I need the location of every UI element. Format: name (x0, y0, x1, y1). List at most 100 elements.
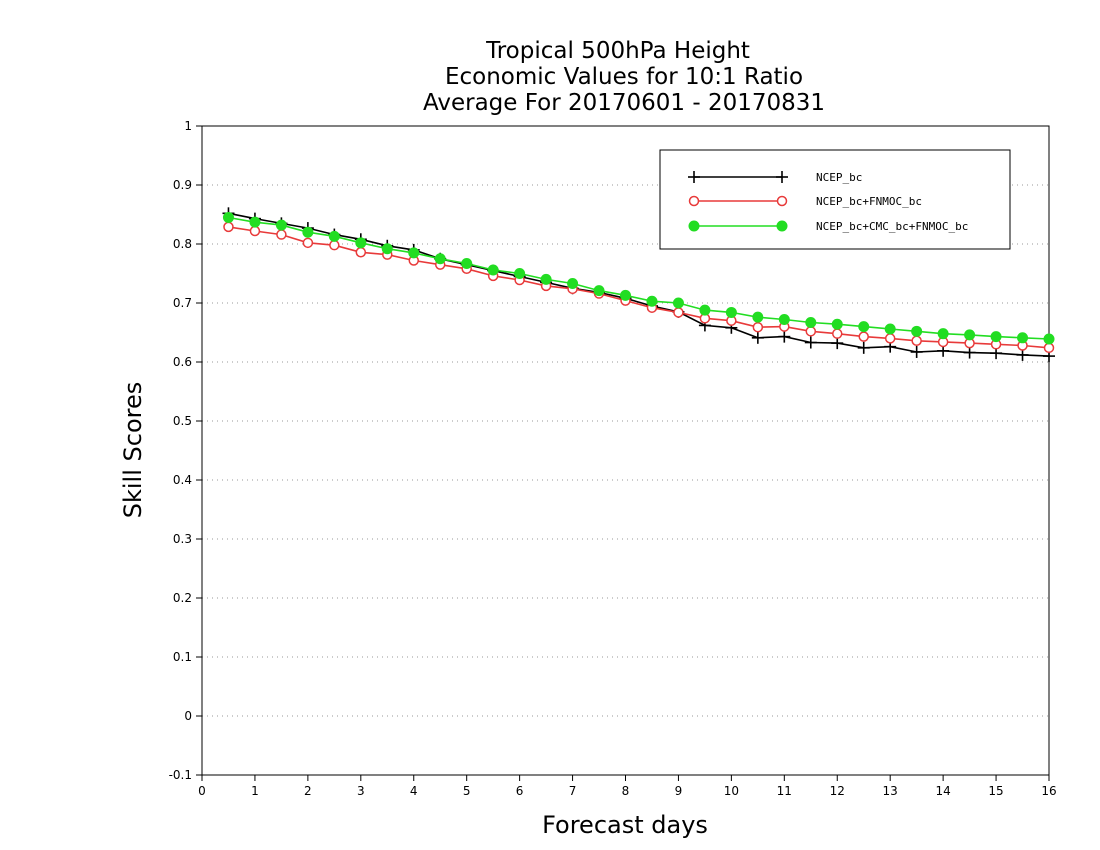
data-point-filled-circle (805, 316, 817, 328)
data-point-filled-circle (275, 219, 287, 231)
data-point-filled-circle (461, 257, 473, 269)
data-point-plus (778, 330, 791, 343)
y-tick-label: 0.2 (173, 591, 192, 605)
data-point-filled-circle (911, 325, 923, 337)
y-tick-label: 0.9 (173, 178, 192, 192)
chart-title-line-3: Average For 20170601 - 20170831 (423, 90, 825, 116)
x-tick-label: 16 (1041, 784, 1056, 798)
data-point-filled-circle (778, 314, 790, 326)
data-point-open-circle (249, 225, 261, 237)
x-tick-label: 11 (777, 784, 792, 798)
chart-title-line-2: Economic Values for 10:1 Ratio (445, 64, 803, 90)
data-point-filled-circle (672, 297, 684, 309)
data-point-open-circle (355, 247, 367, 258)
x-tick-label: 0 (198, 784, 206, 798)
y-tick-label: 0 (184, 709, 192, 723)
x-tick-label: 5 (463, 784, 471, 798)
data-point-filled-circle (776, 220, 788, 232)
data-point-filled-circle (937, 328, 949, 340)
data-point-plus (804, 336, 817, 349)
data-point-filled-circle (434, 253, 446, 265)
data-point-filled-circle (1043, 333, 1055, 345)
y-tick-label: 0.7 (173, 296, 192, 310)
x-tick-label: 10 (724, 784, 739, 798)
legend: NCEP_bc NCEP_bc+FNMOC_bc NCEP_bc+CMC_bc+FN… (659, 149, 1011, 250)
data-point-filled-circle (752, 311, 764, 323)
data-point-filled-circle (646, 295, 658, 307)
data-point-filled-circle (355, 237, 367, 249)
legend-label: NCEP_bc+FNMOC_bc (816, 195, 922, 208)
data-point-filled-circle (487, 264, 499, 276)
chart-title-line-1: Tropical 500hPa Height (485, 38, 750, 64)
axis-ticks: -0.100.10.20.30.40.50.60.70.80.910 1 2 3 4 5 6… (169, 119, 1057, 798)
x-tick-label: 2 (304, 784, 312, 798)
data-point-filled-circle (593, 285, 605, 297)
y-tick-label: 0.4 (173, 473, 192, 487)
data-point-filled-circle (725, 306, 737, 318)
data-point-plus (1016, 348, 1029, 361)
legend-label: NCEP_bc (816, 171, 862, 184)
data-point-open-circle (673, 307, 684, 318)
data-point-filled-circle (408, 247, 420, 259)
y-axis-label: Skill Scores (119, 382, 147, 519)
data-point-plus (857, 341, 870, 354)
x-tick-label: 14 (935, 784, 950, 798)
x-axis-label: Forecast days (542, 811, 708, 839)
x-tick-label: 9 (675, 784, 683, 798)
data-point-filled-circle (699, 304, 711, 316)
data-point-open-circle (805, 326, 817, 337)
x-tick-label: 8 (622, 784, 630, 798)
data-point-filled-circle (858, 321, 870, 333)
x-tick-label: 7 (569, 784, 577, 798)
data-point-open-circle (776, 195, 788, 207)
y-tick-label: 1 (184, 119, 192, 133)
x-tick-label: 1 (251, 784, 259, 798)
x-tick-label: 6 (516, 784, 524, 798)
data-point-filled-circle (381, 243, 393, 255)
data-point-filled-circle (1017, 332, 1029, 344)
legend-label: NCEP_bc+CMC_bc+FNMOC_bc (816, 220, 968, 233)
data-point-open-circle (752, 321, 764, 333)
data-point-open-circle (302, 237, 314, 249)
data-point-filled-circle (620, 289, 631, 301)
data-point-plus (910, 345, 923, 358)
data-point-filled-circle (990, 331, 1002, 343)
y-tick-label: -0.1 (169, 768, 192, 782)
x-tick-label: 4 (410, 784, 418, 798)
series-2 (222, 211, 1055, 345)
data-point-plus (751, 331, 764, 344)
data-point-plus (776, 171, 788, 183)
data-point-open-circle (688, 195, 700, 207)
data-point-plus (831, 337, 844, 350)
y-tick-label: 0.3 (173, 532, 192, 546)
y-tick-label: 0.8 (173, 237, 192, 251)
data-point-plus (688, 171, 700, 183)
chart-title: Tropical 500hPa Height Economic Values f… (423, 38, 825, 116)
data-point-filled-circle (514, 268, 526, 279)
data-point-open-circle (223, 221, 234, 233)
series (222, 207, 1055, 363)
data-point-open-circle (329, 239, 340, 251)
data-point-filled-circle (328, 230, 340, 242)
y-tick-label: 0.1 (173, 650, 192, 664)
x-tick-label: 15 (988, 784, 1003, 798)
data-point-filled-circle (302, 226, 314, 238)
x-tick-label: 3 (357, 784, 365, 798)
legend-box (659, 149, 1011, 250)
y-tick-label: 0.5 (173, 414, 192, 428)
data-point-filled-circle (249, 216, 261, 228)
grid (202, 184, 1049, 717)
data-point-open-circle (832, 328, 843, 339)
data-point-filled-circle (964, 329, 976, 341)
data-point-open-circle (858, 331, 869, 342)
data-point-open-circle (911, 335, 922, 347)
data-point-filled-circle (540, 273, 552, 285)
data-point-filled-circle (831, 318, 843, 330)
x-tick-label: 13 (883, 784, 898, 798)
data-point-filled-circle (567, 278, 579, 290)
data-point-open-circle (884, 333, 896, 344)
y-tick-label: 0.6 (173, 355, 192, 369)
data-point-filled-circle (222, 211, 234, 223)
data-point-open-circle (276, 229, 287, 240)
